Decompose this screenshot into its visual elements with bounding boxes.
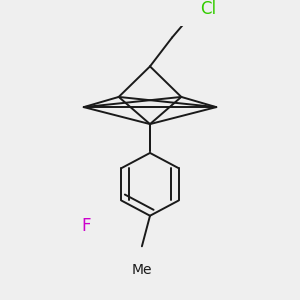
Text: Cl: Cl [200,0,216,18]
Text: Me: Me [132,263,152,277]
Text: F: F [82,217,91,235]
